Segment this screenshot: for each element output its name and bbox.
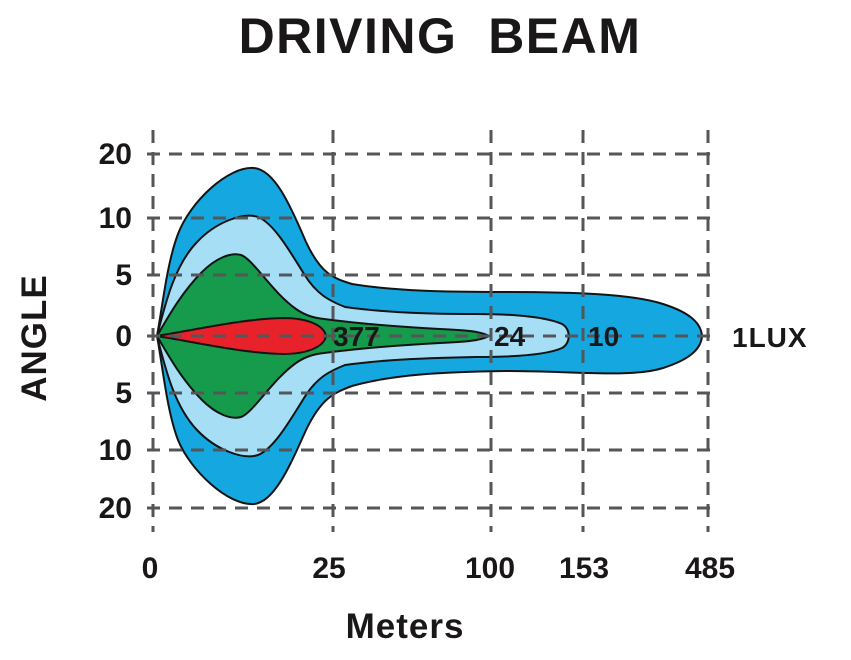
y-tick-label: 10	[99, 202, 132, 235]
y-tick-labels: 20 10 5 0 5 10 20	[99, 138, 132, 525]
y-tick-label: 5	[115, 377, 132, 410]
x-tick-label: 100	[465, 552, 515, 585]
x-tick-labels: 0 25 100 153 485	[142, 552, 735, 585]
y-tick-label: 10	[99, 434, 132, 467]
zone-label-24: 24	[494, 321, 526, 352]
zone-label-10: 10	[588, 321, 619, 352]
x-tick-label: 153	[559, 552, 609, 585]
zone-value-labels: 377 24 10 1LUX	[333, 321, 808, 353]
y-tick-label: 5	[115, 259, 132, 292]
zone-label-377: 377	[333, 321, 380, 352]
zone-label-1lux: 1LUX	[732, 322, 808, 353]
y-tick-label: 0	[115, 320, 132, 353]
y-tick-label: 20	[99, 492, 132, 525]
grid	[147, 130, 712, 532]
x-tick-label: 0	[142, 552, 159, 585]
x-axis-title: Meters	[346, 607, 465, 646]
x-tick-label: 25	[312, 552, 345, 585]
y-tick-label: 20	[99, 138, 132, 171]
y-axis-title: ANGLE	[15, 274, 54, 402]
x-tick-label: 485	[685, 552, 735, 585]
chart-title: DRIVING BEAM	[239, 8, 642, 64]
